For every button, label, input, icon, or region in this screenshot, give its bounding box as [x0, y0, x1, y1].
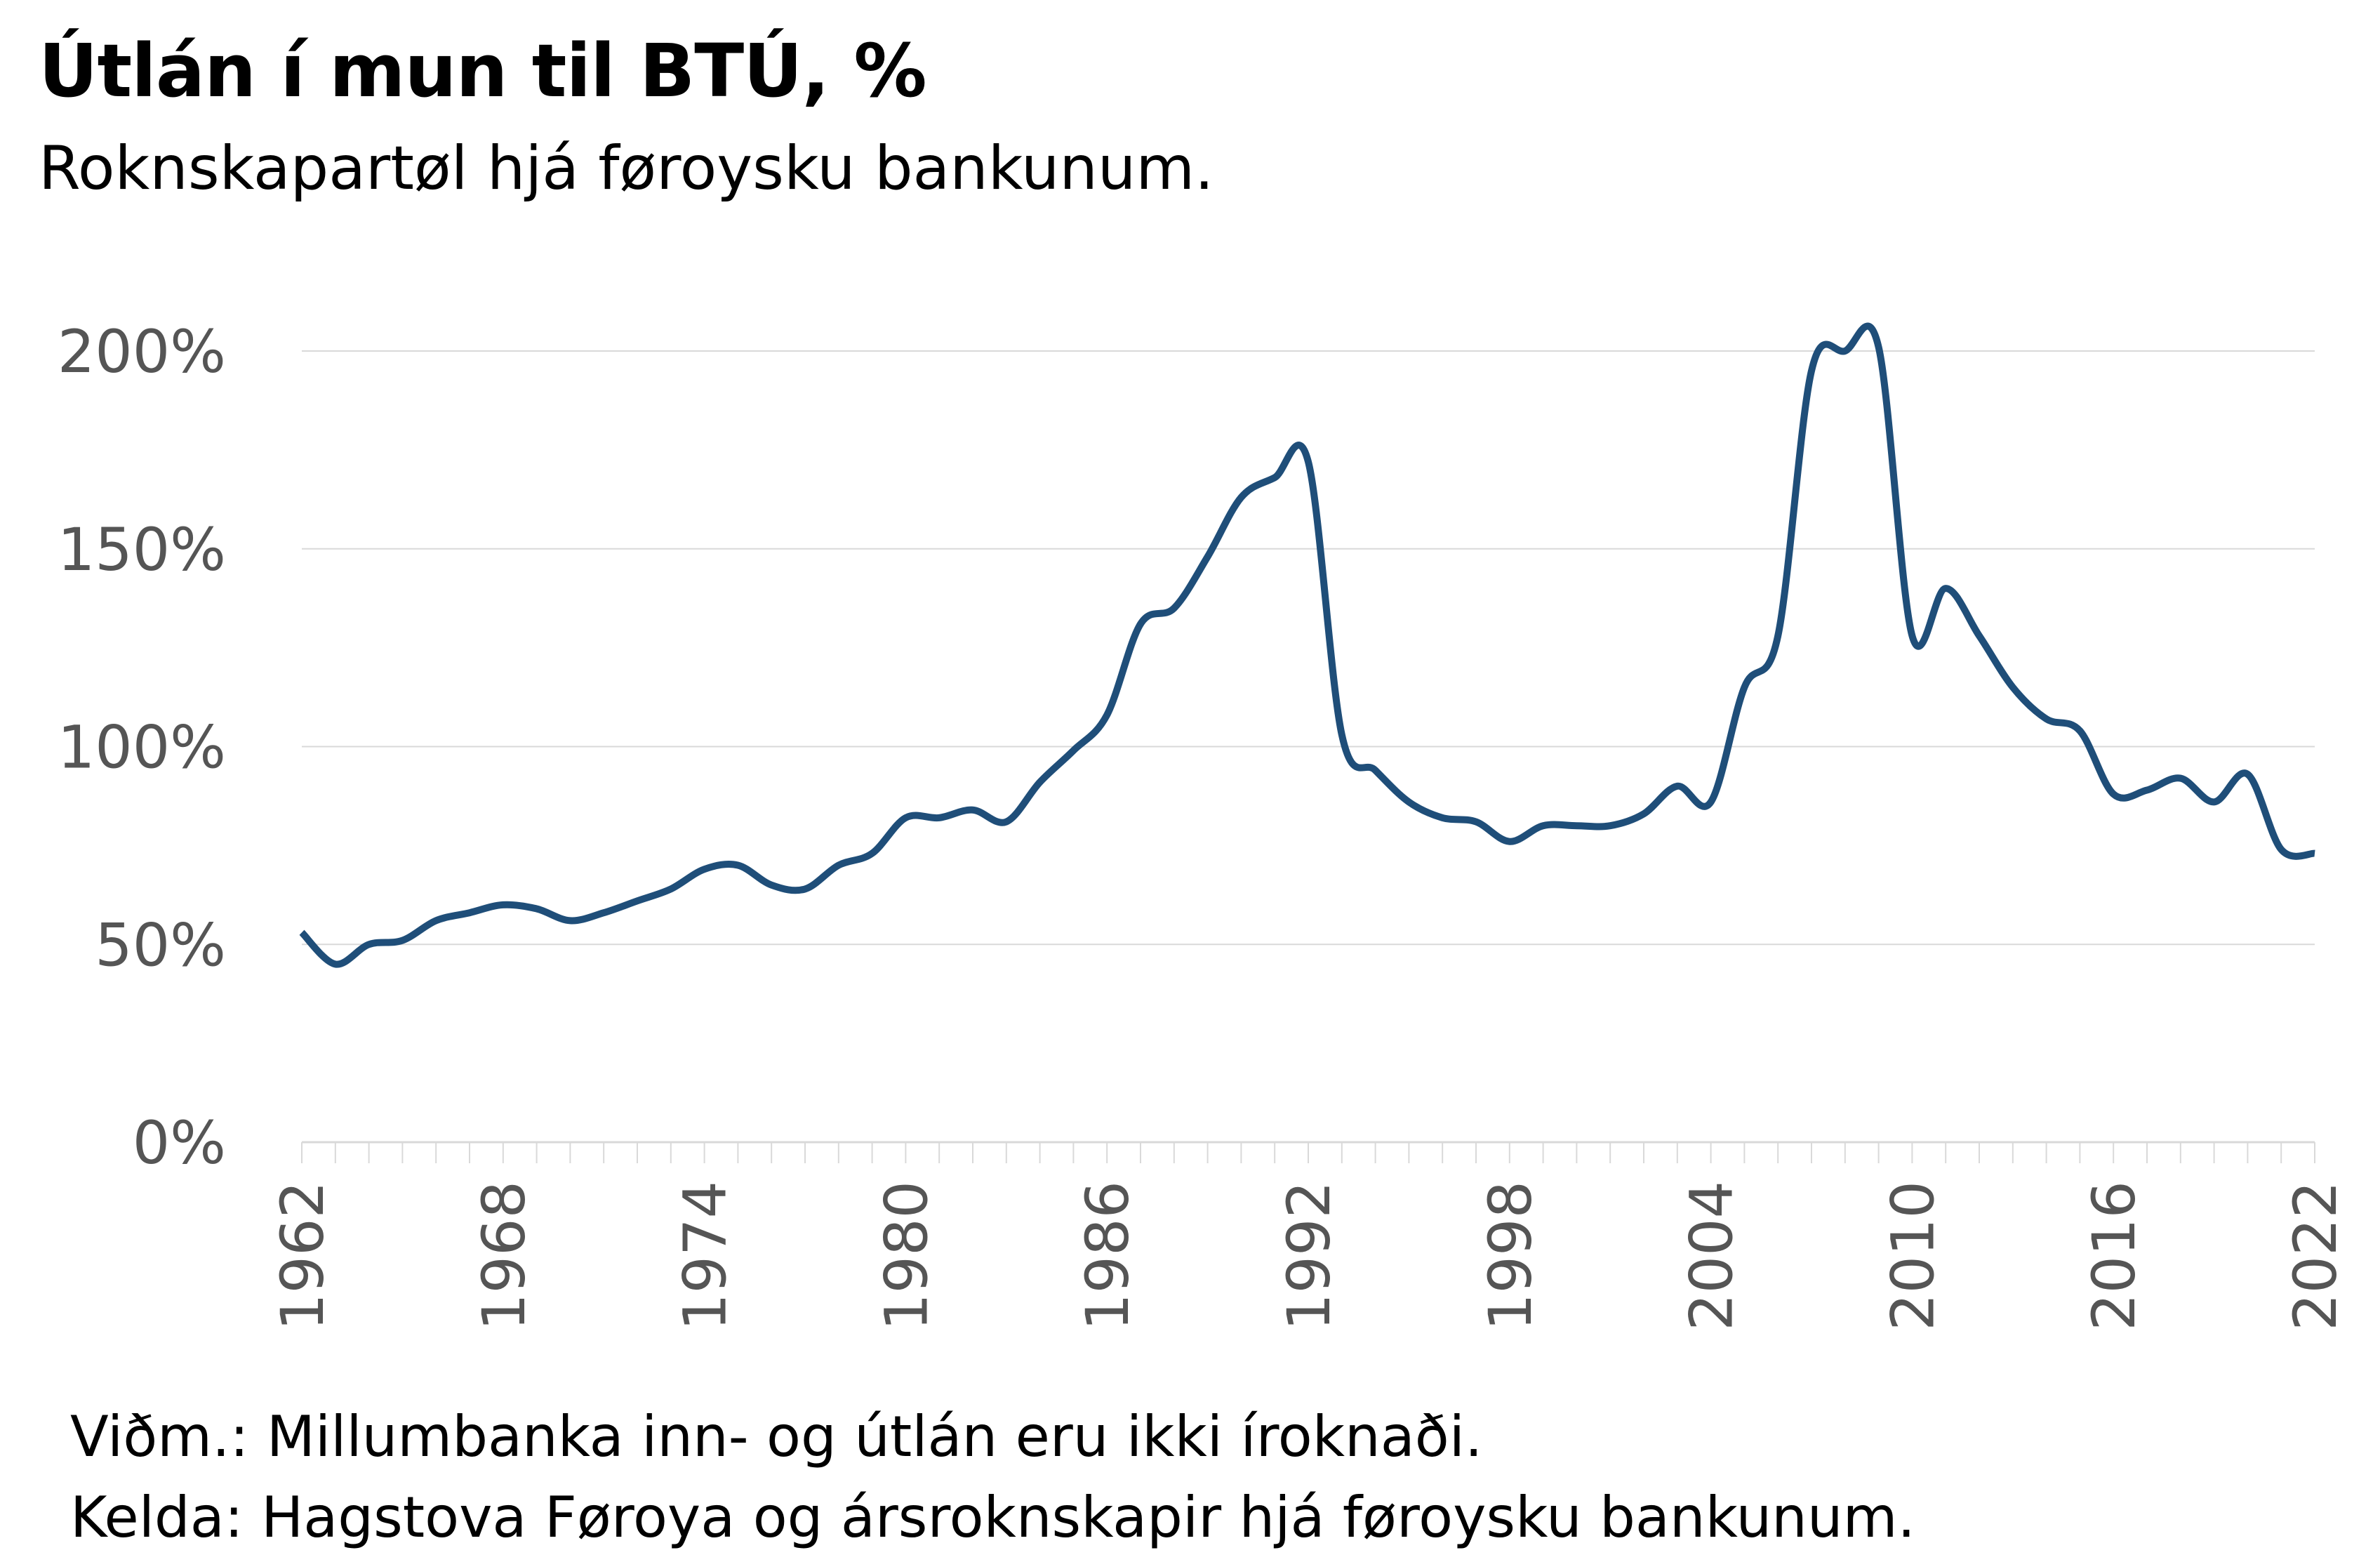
x-tick-label: 1986 — [1073, 1181, 1142, 1331]
y-tick-label: 0% — [133, 1108, 226, 1177]
x-axis-ticks: 1962 1968 1974 1980 1986 1992 1998 2004 2010 2016… — [268, 1181, 2350, 1331]
chart-note: Viðm.: Millumbanka inn- og útlán eru ikk… — [70, 1404, 1483, 1469]
x-axis — [301, 1141, 2315, 1163]
x-tick-label: 1998 — [1476, 1181, 1545, 1331]
series-layer — [299, 322, 2315, 968]
y-axis-ticks: 0% 50% 100% 150% 200% — [58, 317, 226, 1177]
x-tick-label: 1962 — [268, 1181, 337, 1331]
y-tick-label: 50% — [95, 911, 226, 979]
x-tick-label: 2010 — [1878, 1181, 1947, 1331]
x-tick-label: 1968 — [470, 1181, 538, 1331]
y-tick-label: 150% — [58, 515, 226, 584]
x-tick-label: 1992 — [1275, 1181, 1343, 1331]
series-line — [299, 322, 2315, 968]
y-tick-label: 200% — [58, 317, 226, 386]
x-tick-label: 1974 — [671, 1181, 740, 1331]
x-tick-label: 1980 — [872, 1181, 940, 1331]
gridlines — [302, 350, 2315, 946]
y-tick-label: 100% — [58, 713, 226, 782]
x-tick-label: 2016 — [2080, 1181, 2148, 1331]
x-tick-label: 2004 — [1677, 1181, 1746, 1331]
x-tick-label: 2022 — [2281, 1181, 2350, 1331]
chart-source: Kelda: Hagstova Føroya og ársroknskapir … — [70, 1485, 1915, 1550]
chart-subtitle: Roknskapartøl hjá føroysku bankunum. — [39, 133, 1214, 204]
chart-title: Útlán í mun til BTÚ, % — [39, 28, 927, 114]
